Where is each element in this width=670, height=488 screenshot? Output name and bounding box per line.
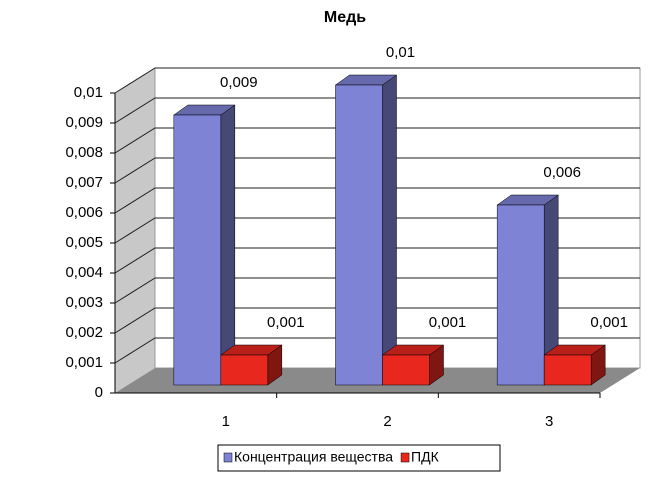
grid-line	[114, 337, 640, 364]
bar	[335, 84, 383, 386]
value-label: 0,001	[267, 314, 305, 331]
value-label: 0,001	[429, 314, 467, 331]
y-tick-label: 0,006	[65, 204, 103, 221]
value-label: 0,009	[220, 74, 258, 91]
value-label: 0,001	[590, 314, 628, 331]
legend-label: ПДК	[411, 449, 440, 465]
grid-line	[114, 187, 640, 214]
legend-swatch	[223, 452, 233, 463]
grid-line	[114, 67, 640, 94]
grid-line	[114, 277, 640, 304]
x-tick-label: 1	[222, 413, 230, 430]
bar	[173, 114, 222, 386]
value-label: 0,01	[386, 44, 415, 61]
y-tick-label: 0,008	[65, 144, 103, 161]
y-tick-label: 0,004	[65, 264, 103, 281]
legend	[217, 444, 501, 472]
grid-line	[114, 247, 640, 274]
bar	[543, 354, 592, 386]
bar	[496, 204, 545, 386]
bar	[382, 354, 430, 386]
bar-side	[382, 74, 397, 386]
y-tick-label: 0,001	[65, 354, 103, 371]
legend-swatch	[400, 452, 410, 463]
grid-line	[114, 217, 640, 244]
bar-side	[220, 104, 236, 386]
grid-line	[114, 97, 640, 124]
y-tick-label: 0,007	[65, 174, 103, 191]
grid-line	[114, 157, 640, 184]
y-tick-label: 0,002	[65, 324, 103, 341]
y-tick-label: 0	[95, 384, 103, 401]
chart-title: Медь	[324, 9, 366, 26]
x-tick-label: 3	[545, 413, 553, 430]
y-tick-label: 0,009	[65, 114, 103, 131]
y-tick-label: 0,01	[74, 84, 103, 101]
grid-line	[114, 127, 640, 154]
grid-line	[114, 307, 640, 334]
x-tick-label: 2	[383, 413, 391, 430]
value-label: 0,006	[543, 164, 581, 181]
y-tick-label: 0,005	[65, 234, 103, 251]
legend-label: Концентрация вещества	[234, 449, 393, 465]
bar	[220, 354, 269, 386]
y-tick-label: 0,003	[65, 294, 103, 311]
